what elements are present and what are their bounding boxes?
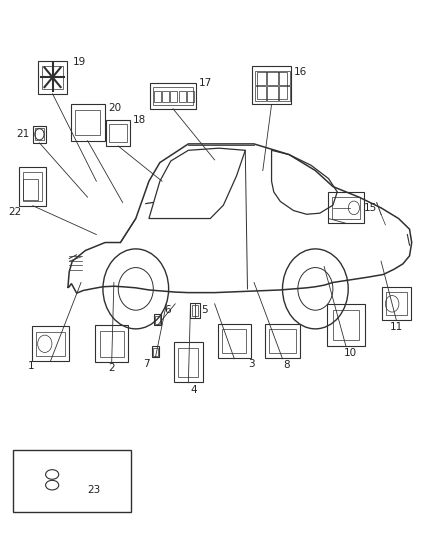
Bar (178, 348, 198, 377)
Bar (155, 316, 160, 324)
Bar (328, 304, 364, 346)
Text: 10: 10 (344, 348, 357, 358)
Bar (153, 91, 161, 102)
Bar (150, 83, 196, 109)
Bar (222, 329, 247, 353)
Bar (75, 110, 100, 135)
Bar (154, 314, 161, 325)
Bar (252, 66, 291, 104)
Bar (23, 172, 42, 201)
Text: 19: 19 (73, 58, 86, 67)
Text: 23: 23 (87, 485, 100, 495)
Bar (187, 91, 194, 102)
Text: 5: 5 (201, 305, 208, 315)
Text: 18: 18 (133, 115, 146, 125)
Bar (35, 128, 44, 141)
Text: 2: 2 (108, 363, 115, 373)
Bar (191, 304, 198, 316)
Bar (162, 91, 169, 102)
Text: 17: 17 (199, 78, 212, 87)
Bar (255, 71, 266, 85)
Bar (279, 71, 290, 85)
Bar (255, 86, 266, 101)
Bar (174, 342, 202, 383)
Text: 15: 15 (364, 203, 377, 213)
Bar (153, 87, 193, 105)
Bar (257, 72, 286, 99)
Bar (95, 325, 128, 362)
Bar (36, 332, 65, 356)
Bar (269, 329, 296, 353)
Bar (71, 104, 105, 141)
Bar (38, 61, 67, 94)
Text: 21: 21 (16, 130, 29, 139)
Text: 6: 6 (164, 305, 171, 315)
Bar (333, 310, 359, 340)
Bar (110, 124, 127, 142)
Text: 11: 11 (390, 322, 403, 332)
Bar (32, 326, 69, 361)
Bar (19, 167, 46, 206)
Bar (23, 179, 38, 200)
Text: 16: 16 (293, 67, 307, 77)
Text: 7: 7 (143, 359, 150, 368)
Text: 20: 20 (108, 103, 121, 112)
Bar (328, 192, 364, 223)
Bar (42, 66, 63, 89)
Bar (386, 292, 406, 316)
Bar (170, 91, 177, 102)
Text: 22: 22 (9, 207, 22, 217)
Bar (33, 126, 46, 143)
Bar (332, 197, 360, 219)
Text: 3: 3 (247, 359, 254, 368)
Text: 4: 4 (190, 385, 197, 395)
Bar (382, 287, 411, 320)
Bar (265, 324, 300, 358)
Bar (267, 86, 278, 101)
Bar (100, 330, 124, 357)
Bar (218, 324, 251, 358)
Bar (106, 120, 131, 146)
Bar (152, 346, 159, 357)
Bar (153, 348, 158, 356)
Bar (13, 450, 131, 512)
Text: 1: 1 (27, 361, 34, 371)
Bar (179, 91, 186, 102)
Bar (267, 71, 278, 85)
Bar (190, 303, 200, 318)
Text: 8: 8 (283, 360, 290, 369)
Bar (279, 86, 290, 101)
